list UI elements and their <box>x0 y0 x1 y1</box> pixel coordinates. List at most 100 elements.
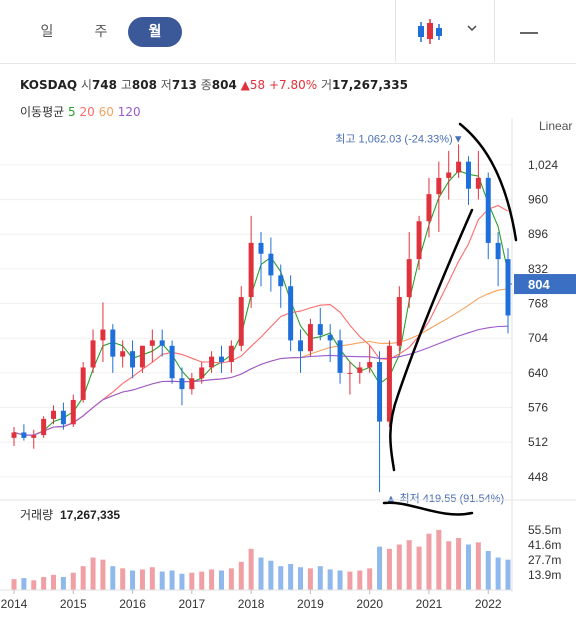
volume-bar <box>377 546 383 590</box>
volume-bar <box>51 574 57 590</box>
ma-5-label[interactable]: 5 <box>68 105 76 119</box>
candle-body <box>31 435 37 438</box>
ma-60-label[interactable]: 60 <box>98 105 114 119</box>
candle-body <box>209 356 215 368</box>
ma-legend-label: 이동평균 <box>20 105 65 119</box>
toolbar-divider <box>395 0 396 62</box>
price-axis-label: 448 <box>528 470 548 484</box>
low-value: 713 <box>171 78 197 92</box>
volume-bar <box>426 533 432 590</box>
volume-axis-label: 27.7m <box>528 553 561 567</box>
candle-body <box>100 329 106 341</box>
price-axis-label: 576 <box>528 401 548 415</box>
volume-bar <box>130 570 136 590</box>
candle-body <box>337 340 343 373</box>
volume-bar <box>268 560 274 590</box>
volume-bar <box>179 573 185 590</box>
candle-body <box>367 362 373 368</box>
x-axis-label: 2017 <box>178 597 205 611</box>
candle-body <box>238 297 244 346</box>
low-label: 저 <box>160 78 172 92</box>
volume-bar <box>288 564 294 590</box>
price-axis-label: 896 <box>528 227 548 241</box>
ma-20-label[interactable]: 20 <box>79 105 95 119</box>
candle-body <box>436 177 442 195</box>
candle-body <box>505 259 511 316</box>
candle-body <box>377 362 383 422</box>
volume-bar <box>505 559 511 590</box>
volume-bar <box>11 579 17 590</box>
current-price-tag-label: 804 <box>528 277 550 292</box>
volume-label: 거 <box>321 78 333 92</box>
volume-bar <box>386 548 392 590</box>
minus-icon[interactable] <box>518 22 540 44</box>
candle-body <box>357 367 363 373</box>
close-label: 종 <box>200 78 212 92</box>
volume-bar <box>100 559 106 590</box>
candle-body <box>199 367 205 379</box>
candle-body <box>485 177 491 243</box>
volume-bar <box>465 544 471 590</box>
price-axis-label: 768 <box>528 297 548 311</box>
volume-bar <box>495 557 501 590</box>
candle-body <box>465 161 471 189</box>
volume-bar <box>90 557 96 590</box>
candle-body <box>159 340 165 346</box>
candle-body <box>41 418 47 436</box>
tab-daily[interactable]: 일 <box>40 24 54 40</box>
hand-drawn-stroke <box>458 122 518 242</box>
candle-body <box>386 345 392 422</box>
candle-body <box>169 345 175 379</box>
hand-drawn-stroke <box>382 501 474 516</box>
volume-bar <box>70 572 76 590</box>
candle-body <box>317 324 323 335</box>
candle-body <box>11 432 17 438</box>
candle-body <box>288 286 294 341</box>
volume-bar <box>80 566 86 590</box>
volume-bar <box>169 570 175 590</box>
candle-body <box>70 399 76 425</box>
candlestick-icon[interactable] <box>414 16 446 48</box>
chevron-down-icon[interactable] <box>464 20 480 36</box>
volume-bar <box>228 568 234 590</box>
volume-bar <box>456 538 462 590</box>
volume-bar <box>149 567 155 590</box>
volume-bar <box>248 548 254 590</box>
ma-120-label[interactable]: 120 <box>117 105 141 119</box>
x-axis-label: 2016 <box>119 597 146 611</box>
candle-body <box>327 334 333 341</box>
volume-bar <box>327 569 333 590</box>
index-name: KOSDAQ <box>20 78 78 92</box>
price-axis-label: 1,024 <box>528 158 558 172</box>
candle-body <box>406 259 412 298</box>
x-axis-label: 2018 <box>238 597 265 611</box>
volume-bar <box>475 542 481 590</box>
candle-body <box>495 242 501 260</box>
tab-weekly[interactable]: 주 <box>94 24 108 40</box>
hand-drawn-stroke <box>389 208 474 472</box>
candle-body <box>258 242 264 254</box>
volume-bar <box>120 568 126 590</box>
volume-bar <box>278 566 284 590</box>
moving-average-legend: 이동평균 5 20 60 120 <box>20 103 141 120</box>
candle-body <box>218 356 224 363</box>
volume-axis-label: 13.9m <box>528 568 561 582</box>
volume-bar <box>307 568 313 590</box>
candle-body <box>278 275 284 287</box>
open-label: 시 <box>80 78 92 92</box>
high-annotation: 최고 1,062.03 (-24.33%)▼ <box>335 132 463 145</box>
volume-value: 17,267,335 <box>332 78 408 92</box>
candle-body <box>298 340 304 352</box>
candle-body <box>51 410 57 419</box>
high-value: 808 <box>131 78 157 92</box>
candle-body <box>149 340 155 346</box>
volume-bar <box>406 540 412 590</box>
candle-body <box>60 410 66 425</box>
candle-body <box>179 378 185 390</box>
tab-monthly[interactable]: 월 <box>128 17 182 47</box>
volume-bar <box>60 577 66 590</box>
candle-body <box>347 372 353 374</box>
candle-body <box>268 253 274 276</box>
volume-bar <box>446 541 452 590</box>
